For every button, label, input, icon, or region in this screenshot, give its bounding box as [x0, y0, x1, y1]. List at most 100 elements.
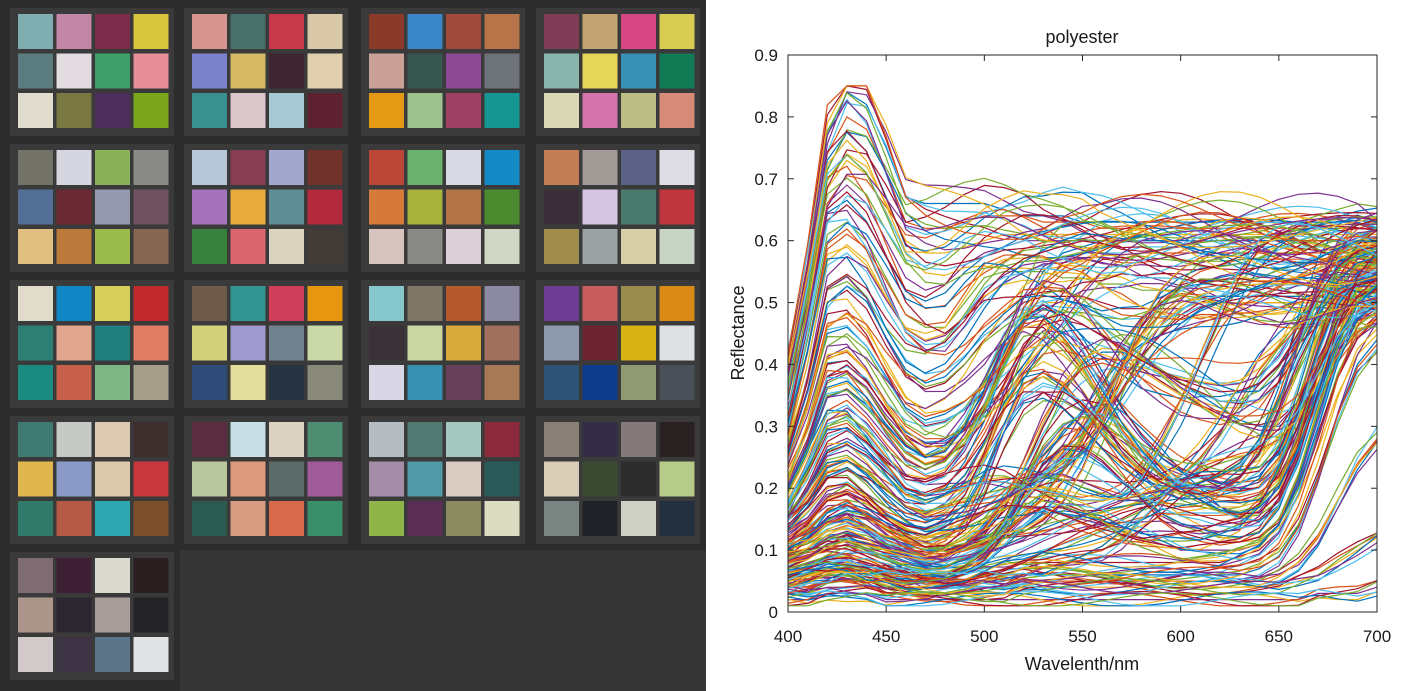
spectrum-line	[787, 85, 1378, 354]
spectrum-line	[787, 219, 1378, 505]
color-patch	[56, 150, 92, 185]
color-patch	[544, 461, 579, 497]
y-tick-label: 0	[769, 603, 778, 622]
color-patch	[95, 150, 130, 185]
color-patch	[18, 93, 53, 128]
spectrum-line	[787, 273, 1378, 581]
color-patch	[544, 189, 579, 225]
color-patch	[18, 637, 53, 672]
color-patch	[230, 53, 266, 89]
color-patch	[18, 189, 53, 225]
spectrum-line	[787, 449, 1378, 593]
color-patch	[307, 325, 343, 361]
color-patch	[18, 53, 53, 89]
color-patch	[407, 461, 443, 497]
color-patch	[544, 229, 579, 264]
color-patch	[192, 286, 227, 321]
spectrum-line	[787, 542, 1378, 603]
spectrum-line	[787, 276, 1378, 455]
color-patch	[582, 286, 618, 321]
spectrum-line	[787, 255, 1378, 545]
color-patch	[484, 53, 520, 89]
color-patch	[192, 93, 227, 128]
color-patch	[446, 422, 481, 457]
color-patch	[582, 422, 618, 457]
color-patch	[56, 558, 92, 593]
color-patch	[544, 53, 579, 89]
spectrum-line	[787, 256, 1378, 526]
spectrum-line	[787, 240, 1378, 550]
color-patch	[192, 325, 227, 361]
spectrum-line	[787, 285, 1378, 514]
y-tick-label: 0.3	[754, 417, 778, 436]
color-patch	[369, 365, 404, 400]
color-patch	[544, 365, 579, 400]
empty-board-area	[180, 550, 706, 691]
color-patch	[484, 365, 520, 400]
y-tick-label: 0.9	[754, 46, 778, 65]
spectrum-line	[787, 271, 1378, 440]
color-patch	[133, 325, 169, 361]
color-patch	[369, 422, 404, 457]
x-tick-label: 650	[1265, 627, 1293, 646]
color-patch	[18, 150, 53, 185]
color-patch	[230, 422, 266, 457]
spectrum-line	[787, 227, 1378, 477]
color-patch	[484, 501, 520, 536]
color-patch	[659, 325, 695, 361]
color-patch	[230, 501, 266, 536]
color-patch	[369, 53, 404, 89]
color-patch	[621, 501, 656, 536]
color-patch	[659, 229, 695, 264]
spectrum-line	[787, 195, 1378, 429]
color-patch	[18, 558, 53, 593]
color-patch	[544, 286, 579, 321]
color-patch	[621, 93, 656, 128]
spectrum-line	[787, 222, 1378, 435]
color-patch	[18, 14, 53, 49]
color-patch	[133, 501, 169, 536]
y-axis-title: Reflectance	[728, 285, 748, 380]
spectrum-line	[787, 284, 1378, 549]
color-patch	[269, 14, 304, 49]
chart-title: polyester	[1045, 27, 1118, 47]
color-patch	[192, 422, 227, 457]
x-tick-label: 450	[872, 627, 900, 646]
color-patch	[133, 558, 169, 593]
color-patch	[446, 325, 481, 361]
x-tick-label: 400	[774, 627, 802, 646]
color-patch	[133, 53, 169, 89]
color-patch	[18, 229, 53, 264]
spectrum-line	[787, 250, 1378, 585]
spectrum-line	[787, 305, 1378, 565]
color-patch	[56, 53, 92, 89]
spectrum-line	[787, 589, 1378, 607]
color-patch	[133, 365, 169, 400]
color-patch	[95, 93, 130, 128]
spectrum-line	[787, 245, 1378, 530]
color-patch	[407, 325, 443, 361]
spectrum-line	[787, 287, 1378, 574]
color-patch	[230, 365, 266, 400]
color-patch	[133, 93, 169, 128]
color-patch	[133, 422, 169, 457]
spectrum-line	[787, 85, 1378, 365]
color-patch	[484, 229, 520, 264]
spectrum-line	[787, 266, 1378, 476]
axes: 400 450 500 550 600 650 700 0 0.1 0.2 0.3 0.4 0.5 0.6…	[754, 46, 1391, 646]
color-patch	[56, 501, 92, 536]
spectrum-line	[787, 328, 1378, 595]
spectrum-line	[787, 318, 1378, 498]
spectrum-line	[787, 319, 1378, 505]
spectrum-line	[787, 214, 1378, 566]
color-patch	[269, 189, 304, 225]
color-patch	[133, 461, 169, 497]
color-patch	[192, 461, 227, 497]
spectrum-line	[787, 233, 1378, 435]
spectrum-line	[787, 173, 1378, 409]
spectrum-line	[788, 581, 1378, 607]
y-tick-label: 0.7	[754, 170, 778, 189]
color-patch	[307, 150, 343, 185]
color-patch	[621, 286, 656, 321]
color-patch	[484, 14, 520, 49]
